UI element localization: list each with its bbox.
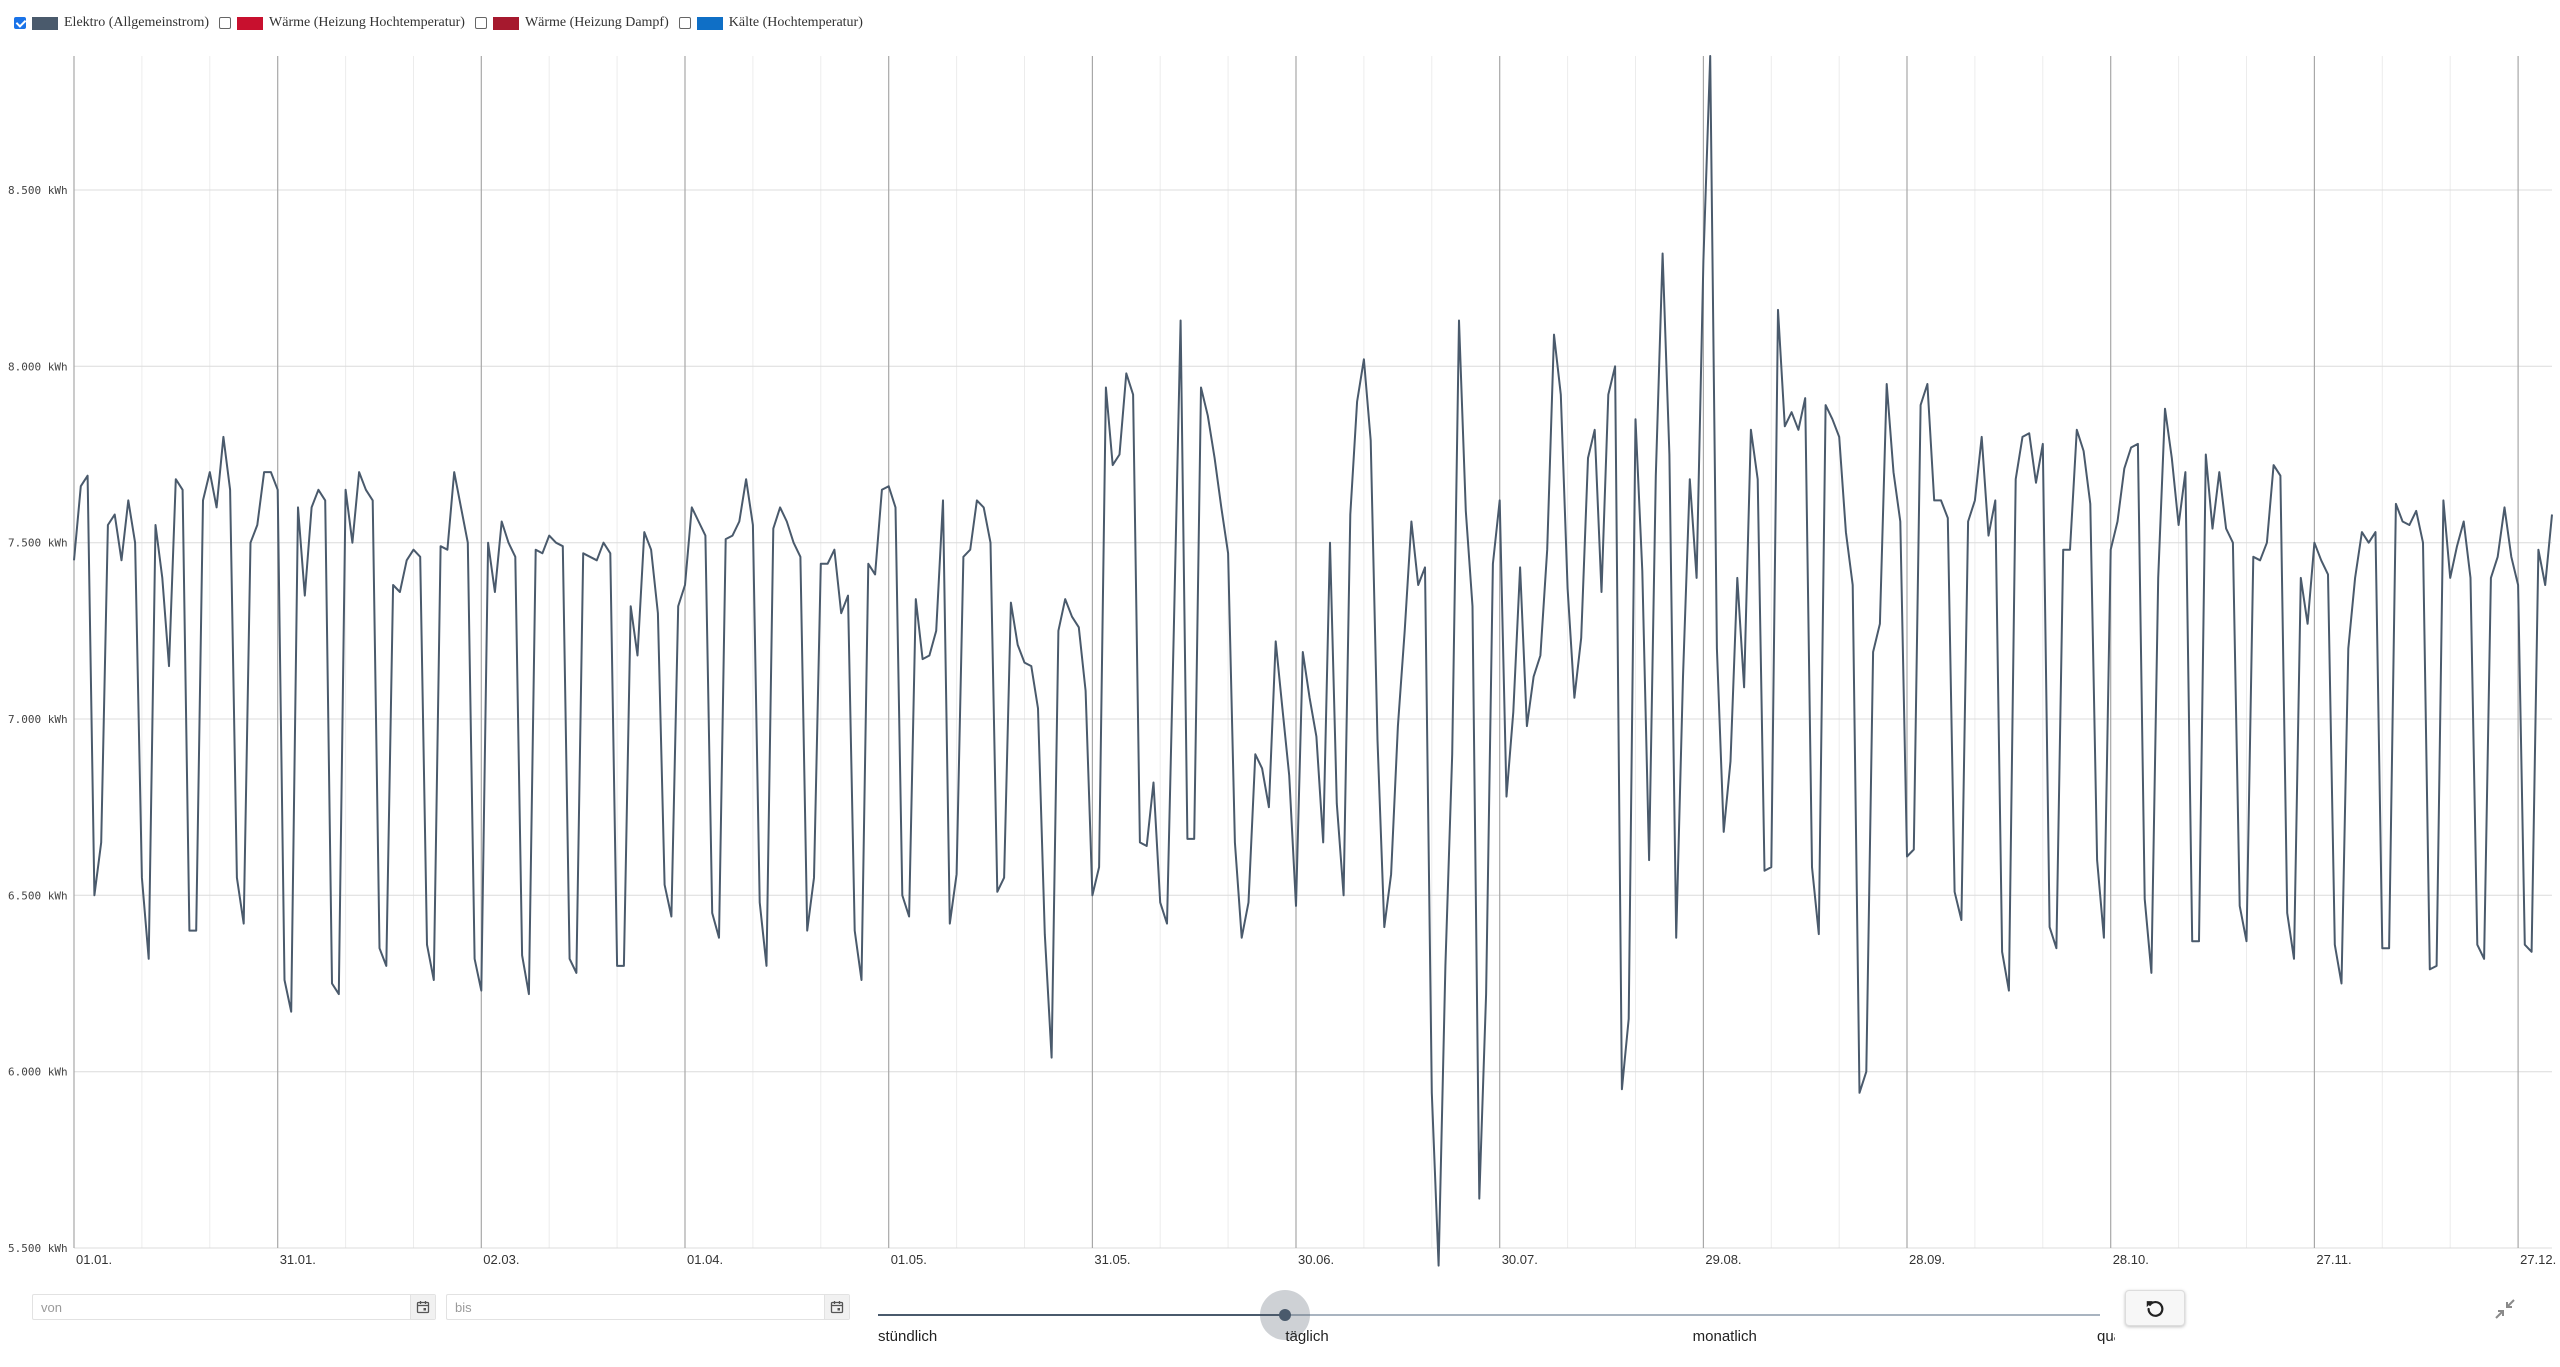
to-date-input[interactable] [447, 1295, 824, 1319]
y-tick-label: 8.500 kWh [8, 184, 68, 197]
calendar-icon [416, 1301, 430, 1314]
legend-label: Wärme (Heizung Hochtemperatur) [269, 15, 465, 30]
from-date-input[interactable] [33, 1295, 410, 1319]
x-tick-label: 01.01. [76, 1252, 112, 1267]
legend-swatch [32, 16, 58, 30]
x-tick-label: 30.07. [1502, 1252, 1538, 1267]
from-date-field [32, 1294, 436, 1320]
series-line [73, 55, 2553, 1267]
slider-label[interactable]: stündlich [878, 1328, 938, 1345]
slider-label[interactable]: monatlich [1692, 1328, 1757, 1345]
legend-item[interactable]: Kälte (Hochtemperatur) [678, 15, 863, 31]
slider-label[interactable]: täglich [1285, 1328, 1329, 1345]
line-chart: 5.500 kWh 6.000 kWh 6.500 kWh 7.000 kWh 7.50… [8, 55, 2556, 1267]
slider-label[interactable]: quartalsweise [2097, 1328, 2115, 1345]
x-tick-label: 01.05. [891, 1252, 927, 1267]
legend-swatch [696, 16, 723, 30]
y-tick-label: 7.000 kWh [8, 713, 68, 726]
legend-checkbox[interactable] [219, 17, 232, 29]
x-tick-label: 30.06. [1298, 1252, 1334, 1267]
legend-swatch [237, 16, 264, 30]
legend-checkbox[interactable] [14, 17, 26, 29]
slider-track[interactable] [878, 1314, 2100, 1316]
x-tick-label: 27.11. [2316, 1252, 2351, 1267]
legend-item[interactable]: Elektro (Allgemeinstrom) [14, 15, 209, 31]
x-tick-label: 01.04. [687, 1252, 723, 1267]
calendar-icon [830, 1301, 844, 1314]
to-calendar-button[interactable] [824, 1295, 849, 1319]
x-tick-label: 31.01. [280, 1252, 316, 1267]
legend-checkbox[interactable] [474, 17, 487, 29]
legend-swatch [492, 16, 519, 30]
from-calendar-button[interactable] [410, 1295, 435, 1319]
collapse-icon [2495, 1299, 2515, 1319]
x-tick-label: 28.10. [2113, 1252, 2149, 1267]
x-tick-label: 29.08. [1705, 1252, 1741, 1267]
legend-label: Elektro (Allgemeinstrom) [64, 15, 210, 30]
legend: Elektro (Allgemeinstrom) Wärme (Heizung H… [14, 12, 863, 34]
x-tick-label: 27.12. [2520, 1252, 2556, 1267]
y-tick-label: 6.000 kWh [8, 1066, 68, 1079]
legend-label: Wärme (Heizung Dampf) [524, 15, 669, 30]
x-tick-label: 02.03. [483, 1252, 519, 1267]
reset-icon [2146, 1300, 2164, 1317]
y-tick-label: 6.500 kWh [8, 889, 68, 902]
y-tick-label: 7.500 kWh [8, 537, 68, 550]
y-tick-label: 5.500 kWh [8, 1242, 68, 1255]
legend-checkbox[interactable] [678, 17, 691, 29]
legend-item[interactable]: Wärme (Heizung Hochtemperatur) [219, 15, 465, 31]
collapse-button[interactable] [2490, 1294, 2520, 1324]
controls-bar: stündlich täglich monatlich quartalsweise [0, 1288, 2560, 1348]
legend-label: Kälte (Hochtemperatur) [728, 15, 863, 30]
slider-fill [878, 1314, 1286, 1316]
reset-button[interactable] [2125, 1290, 2185, 1326]
legend-item[interactable]: Wärme (Heizung Dampf) [474, 15, 669, 31]
x-tick-label: 31.05. [1094, 1252, 1130, 1267]
to-date-field [446, 1294, 850, 1320]
x-tick-label: 28.09. [1909, 1252, 1945, 1267]
y-tick-label: 8.000 kWh [8, 360, 68, 373]
resolution-slider[interactable]: stündlich täglich monatlich quartalsweise [878, 1288, 2115, 1348]
slider-thumb[interactable] [1279, 1309, 1292, 1321]
